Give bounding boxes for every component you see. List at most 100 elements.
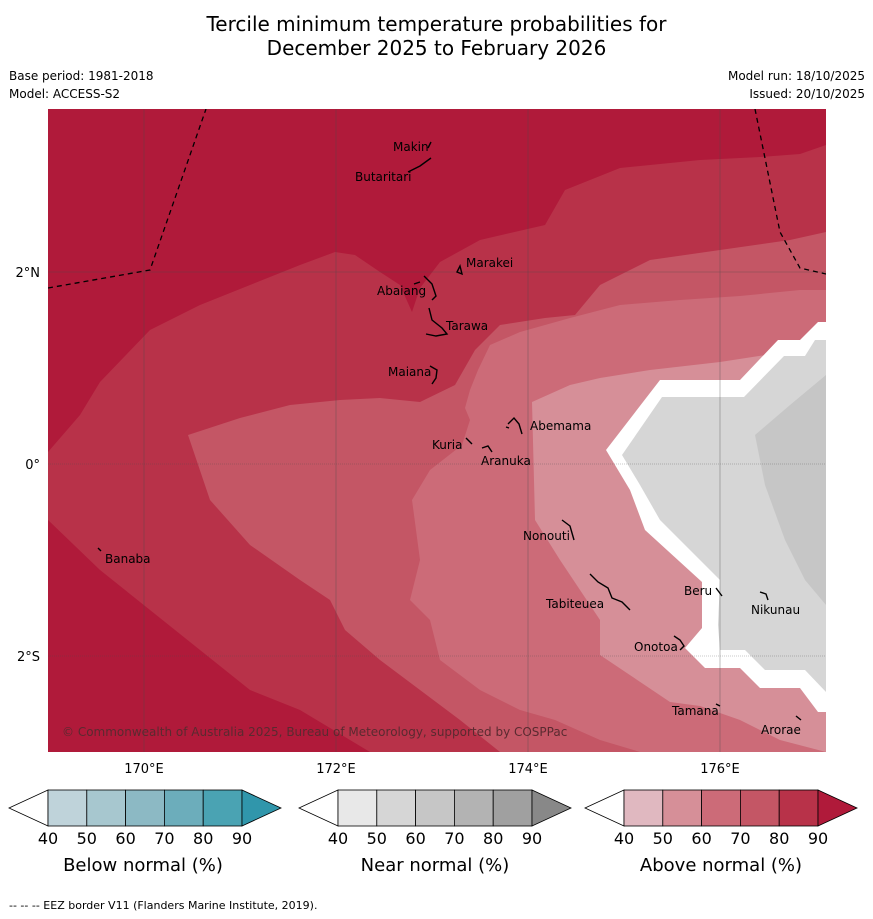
colorbar-near-tick: 60 [405, 829, 425, 848]
colorbar-near-tick: 50 [367, 829, 387, 848]
island-abemama [507, 416, 523, 435]
eez-border-west [48, 109, 207, 289]
colorbar-near-normal: Near normal (%) 40 50 60 70 80 90 [298, 789, 572, 876]
colorbar-below-tick: 80 [193, 829, 213, 848]
island-abaiang-islet [413, 281, 421, 285]
label-banaba: Banaba [105, 552, 151, 566]
label-tabiteuea: Tabiteuea [545, 597, 604, 611]
colorbar-near-tick: 90 [522, 829, 542, 848]
zone-near-60 [755, 375, 826, 605]
colorbar-above-tick: 50 [653, 829, 673, 848]
meta-left: Base period: 1981-2018 Model: ACCESS-S2 [9, 67, 154, 103]
island-kuria [465, 437, 473, 445]
colorbar-near-segment [376, 789, 416, 827]
longitude-labels: 170°E 172°E 174°E 176°E [124, 762, 740, 777]
lat-label-2n: 2°N [16, 266, 41, 281]
colorbar-below-segment [163, 789, 204, 827]
copyright-notice: © Commonwealth of Australia 2025, Bureau… [62, 725, 567, 739]
colorbar-below-title: Below normal (%) [63, 855, 223, 876]
colorbar-above-tick: 40 [614, 829, 634, 848]
lon-label-174e: 174°E [508, 762, 548, 777]
colorbar-above-normal: Above normal (%) 40 50 60 70 80 90 [584, 789, 858, 876]
island-butaritari [407, 157, 432, 173]
meta-right: Model run: 18/10/2025 Issued: 20/10/2025 [728, 67, 865, 103]
label-maiana: Maiana [388, 365, 431, 379]
island-tabiteuea [589, 573, 631, 611]
eez-borders [48, 109, 826, 289]
colorbar-near-high-extend [531, 789, 572, 827]
model-name: Model: ACCESS-S2 [9, 87, 121, 101]
lon-label-172e: 172°E [316, 762, 356, 777]
label-abaiang: Abaiang [377, 284, 426, 298]
colorbar-above-tick: 70 [730, 829, 750, 848]
colorbar-near-tick: 40 [328, 829, 348, 848]
colorbar-near-tick: 80 [483, 829, 503, 848]
island-marakei [456, 263, 464, 276]
colorbar-above-tick: 80 [769, 829, 789, 848]
title-line-1: Tercile minimum temperature probabilitie… [206, 12, 667, 36]
island-onotoa [673, 635, 685, 651]
label-makin: Makin [393, 140, 429, 154]
island-arorae [795, 715, 802, 721]
colorbar-below-segment [86, 789, 127, 827]
lon-label-176e: 176°E [700, 762, 740, 777]
title-line-2: December 2025 to February 2026 [266, 36, 607, 60]
island-beru [715, 587, 723, 597]
label-nikunau: Nikunau [751, 603, 800, 617]
colorbar-below-tick: 90 [232, 829, 252, 848]
colorbar-above-low-extend [584, 789, 625, 827]
island-nikunau [759, 591, 769, 601]
eez-footnote: -- -- -- EEZ border V11 (Flanders Marine… [9, 899, 318, 912]
label-beru: Beru [684, 584, 712, 598]
label-kuria: Kuria [432, 438, 463, 452]
label-tarawa: Tarawa [445, 319, 488, 333]
colorbar-above-segment [623, 789, 664, 827]
island-tamana [715, 703, 721, 707]
island-nonouti [561, 519, 575, 541]
colorbar-near-tick: 70 [444, 829, 464, 848]
colorbar-above-segment [662, 789, 702, 827]
island-aranuka [481, 445, 493, 453]
colorbar-above-segment [778, 789, 819, 827]
colorbar-near-segment [337, 789, 378, 827]
island-banaba [97, 547, 102, 552]
colorbar-above-high-extend [817, 789, 858, 827]
probability-field: Makin Butaritari Marakei Abaiang Tarawa … [48, 109, 826, 752]
graticule [48, 109, 826, 752]
base-period: Base period: 1981-2018 [9, 69, 154, 83]
colorbar-below-low-extend [8, 789, 49, 827]
colorbar-below-tick: 70 [154, 829, 174, 848]
colorbar-below-segment [47, 789, 88, 827]
label-onotoa: Onotoa [634, 640, 678, 654]
colorbar-above-segment [701, 789, 741, 827]
issued-date: Issued: 20/10/2025 [749, 87, 865, 101]
colorbar-below-tick: 60 [115, 829, 135, 848]
lon-label-170e: 170°E [124, 762, 164, 777]
colorbar-below-tick: 50 [77, 829, 97, 848]
model-run: Model run: 18/10/2025 [727, 69, 865, 83]
place-labels: Makin Butaritari Marakei Abaiang Tarawa … [105, 140, 801, 737]
colorbar-above-segment [740, 789, 780, 827]
island-tarawa [425, 307, 449, 337]
colorbar-near-low-extend [298, 789, 339, 827]
colorbar-below-normal: Below normal (%) 40 50 60 70 80 90 [8, 789, 282, 876]
colorbar-near-segment [415, 789, 455, 827]
lat-label-2s: 2°S [17, 650, 40, 665]
island-abaiang [423, 275, 437, 301]
islands [97, 141, 802, 721]
colorbar-below-tick: 40 [38, 829, 58, 848]
island-abemama-islet [505, 426, 510, 429]
eez-border-east [754, 109, 826, 275]
lat-label-0: 0° [25, 458, 40, 473]
colorbar-near-title: Near normal (%) [361, 855, 510, 876]
colorbar-below-segment [125, 789, 165, 827]
colorbar-above-tick: 90 [808, 829, 828, 848]
island-maiana [429, 365, 438, 385]
label-aranuka: Aranuka [481, 454, 531, 468]
chart-title: Tercile minimum temperature probabilitie… [0, 12, 873, 60]
label-butaritari: Butaritari [355, 170, 412, 184]
label-tamana: Tamana [671, 704, 719, 718]
colorbar-below-high-extend [241, 789, 282, 827]
colorbar-above-title: Above normal (%) [640, 855, 802, 876]
